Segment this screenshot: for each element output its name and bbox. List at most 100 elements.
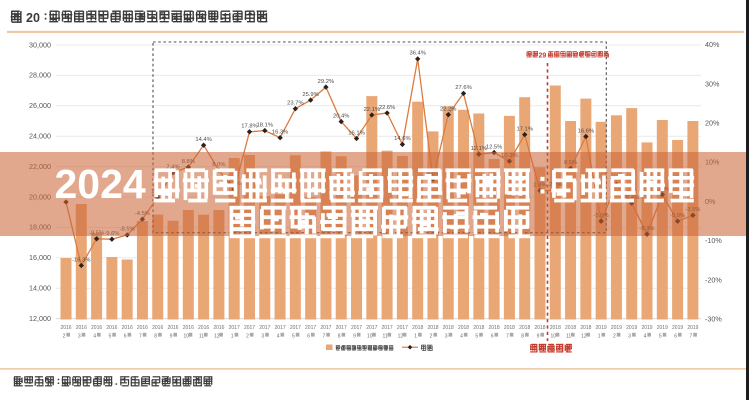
svg-text:9: 9 (170, 333, 173, 339)
svg-text:12: 12 (581, 333, 587, 339)
svg-text:2017: 2017 (244, 325, 255, 331)
svg-text:3: 3 (78, 333, 81, 339)
svg-text:1: 1 (598, 333, 601, 339)
svg-text:30%: 30% (705, 79, 720, 88)
svg-text:2017: 2017 (229, 325, 240, 331)
svg-text:10: 10 (184, 333, 190, 339)
svg-text:16.6%: 16.6% (578, 128, 594, 134)
svg-text:10: 10 (551, 333, 557, 339)
svg-text:2019: 2019 (596, 325, 607, 331)
svg-text:18.1%: 18.1% (257, 122, 273, 128)
svg-text:2018: 2018 (489, 325, 500, 331)
svg-text:4: 4 (460, 333, 463, 339)
svg-text:3: 3 (445, 333, 448, 339)
svg-text:12.5%: 12.5% (486, 144, 502, 150)
svg-text:29.2%: 29.2% (318, 79, 334, 85)
svg-text:2018: 2018 (412, 325, 423, 331)
svg-text:5: 5 (292, 333, 295, 339)
svg-text:29: 29 (539, 53, 547, 60)
svg-text:2019: 2019 (657, 325, 668, 331)
svg-text:6: 6 (674, 333, 677, 339)
svg-text:2018: 2018 (504, 325, 515, 331)
svg-text:8: 8 (521, 333, 524, 339)
svg-text:17.1%: 17.1% (516, 126, 532, 132)
svg-text:2018: 2018 (580, 325, 591, 331)
svg-text:22.1%: 22.1% (364, 107, 380, 113)
svg-text:2017: 2017 (336, 325, 347, 331)
svg-text:5: 5 (475, 333, 478, 339)
svg-text:-16.3%: -16.3% (72, 257, 90, 263)
svg-text:14,000: 14,000 (29, 284, 51, 293)
svg-text:4: 4 (277, 333, 280, 339)
svg-text:6: 6 (307, 333, 310, 339)
svg-text:14.4%: 14.4% (195, 137, 211, 143)
svg-text:2017: 2017 (351, 325, 362, 331)
svg-text:2016: 2016 (198, 325, 209, 331)
svg-text:40%: 40% (705, 40, 720, 49)
svg-text:17.8%: 17.8% (241, 124, 257, 130)
svg-text:2016: 2016 (183, 325, 194, 331)
svg-text:11: 11 (199, 333, 204, 339)
svg-text:2019: 2019 (672, 325, 683, 331)
svg-text:36.4%: 36.4% (409, 51, 425, 57)
svg-text:2018: 2018 (427, 325, 438, 331)
svg-text:2019: 2019 (687, 325, 698, 331)
svg-text:2018: 2018 (565, 325, 576, 331)
svg-text:2018: 2018 (443, 325, 454, 331)
svg-text:2: 2 (63, 333, 66, 339)
svg-text:7: 7 (506, 333, 509, 339)
svg-text:11: 11 (566, 333, 571, 339)
svg-text:2017: 2017 (275, 325, 286, 331)
svg-text:2016: 2016 (122, 325, 133, 331)
svg-text:16,000: 16,000 (29, 253, 51, 262)
svg-text:12: 12 (398, 333, 404, 339)
svg-text:28,000: 28,000 (29, 71, 51, 80)
svg-text:2016: 2016 (60, 325, 71, 331)
svg-text:2: 2 (246, 333, 249, 339)
svg-text:2017: 2017 (305, 325, 316, 331)
svg-text:3: 3 (628, 333, 631, 339)
svg-text:4: 4 (644, 333, 647, 339)
svg-text:2017: 2017 (382, 325, 393, 331)
svg-text:2018: 2018 (519, 325, 530, 331)
svg-text:2017: 2017 (320, 325, 331, 331)
svg-text:2019: 2019 (611, 325, 622, 331)
svg-text:2016: 2016 (91, 325, 102, 331)
svg-text:2016: 2016 (76, 325, 87, 331)
svg-text:22.2%: 22.2% (440, 106, 456, 112)
svg-text:26,000: 26,000 (29, 101, 51, 110)
svg-text:2016: 2016 (106, 325, 117, 331)
svg-text:12.1%: 12.1% (471, 146, 487, 152)
svg-text:2017: 2017 (366, 325, 377, 331)
svg-text:2018: 2018 (534, 325, 545, 331)
svg-text:14.6%: 14.6% (394, 136, 410, 142)
svg-text:20.4%: 20.4% (333, 113, 349, 119)
svg-text:30,000: 30,000 (29, 40, 51, 49)
svg-text:2: 2 (430, 333, 433, 339)
svg-text:2016: 2016 (167, 325, 178, 331)
svg-text:3: 3 (261, 333, 264, 339)
svg-text:6: 6 (491, 333, 494, 339)
svg-text:25.9%: 25.9% (302, 92, 318, 98)
svg-text:11: 11 (382, 333, 387, 339)
svg-text:-10%: -10% (705, 236, 722, 245)
svg-text:7: 7 (323, 333, 326, 339)
svg-text:6: 6 (124, 333, 127, 339)
svg-text:27.6%: 27.6% (455, 85, 471, 91)
svg-text:2017: 2017 (397, 325, 408, 331)
svg-text:7: 7 (690, 333, 693, 339)
svg-text:2: 2 (613, 333, 616, 339)
svg-text:16.3%: 16.3% (272, 130, 288, 136)
svg-text:2018: 2018 (458, 325, 469, 331)
svg-text:-20%: -20% (705, 275, 722, 284)
svg-text:2018: 2018 (550, 325, 561, 331)
svg-text:4: 4 (93, 333, 96, 339)
svg-text:9: 9 (537, 333, 540, 339)
svg-text:23.7%: 23.7% (287, 101, 303, 107)
svg-text:12,000: 12,000 (29, 314, 51, 323)
svg-text:2024: 2024 (55, 161, 146, 207)
svg-text:2018: 2018 (473, 325, 484, 331)
svg-text:8: 8 (154, 333, 157, 339)
svg-text:1: 1 (231, 333, 234, 339)
svg-text:1: 1 (414, 333, 417, 339)
